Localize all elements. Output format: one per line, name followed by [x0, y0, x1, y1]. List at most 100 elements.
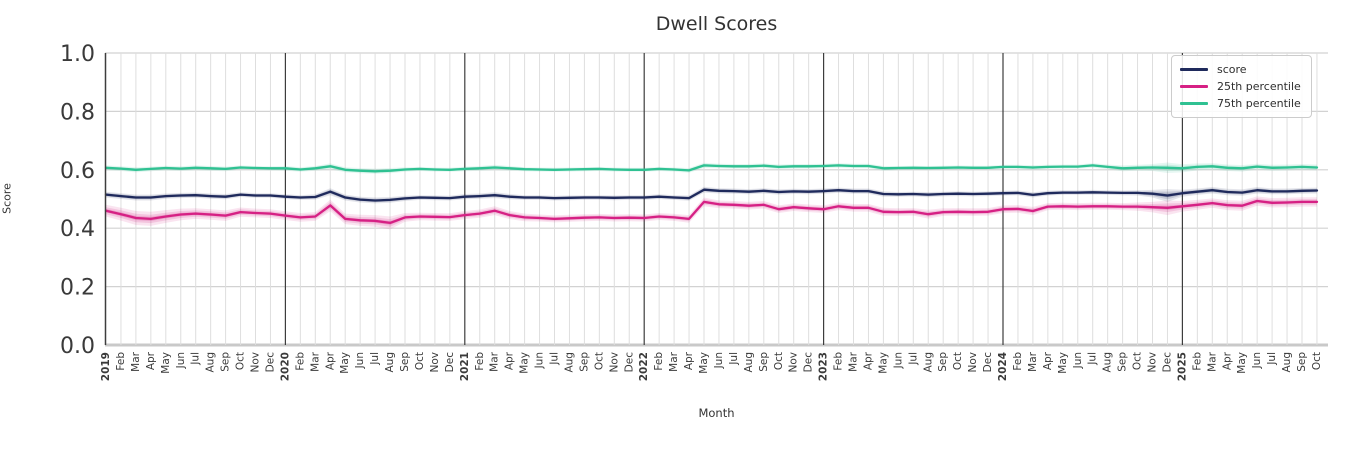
legend-item-score: score: [1180, 61, 1303, 78]
y-tick-label: 0.4: [60, 217, 95, 242]
x-tick-label: Oct: [773, 352, 785, 370]
x-tick-label: Dec: [1161, 352, 1173, 373]
x-tick-label: Nov: [1147, 352, 1159, 373]
x-tick-label: Dec: [982, 352, 994, 373]
x-tick-label: Oct: [593, 352, 605, 370]
x-tick-label: May: [877, 352, 889, 374]
series-line-score: [104, 188, 1319, 202]
x-tick-label: 2023: [818, 352, 830, 381]
legend-item-25th-percentile: 25th percentile: [1180, 78, 1303, 95]
x-tick-label: Mar: [489, 351, 501, 371]
x-tick-label: Apr: [683, 351, 695, 370]
x-tick-label: Jul: [549, 352, 561, 366]
x-tick-label: Nov: [429, 352, 441, 373]
x-tick-label: Dec: [444, 352, 456, 373]
x-tick-label: Jun: [1072, 352, 1084, 369]
x-tick-label: Sep: [578, 352, 590, 372]
x-tick-label: Mar: [668, 351, 680, 371]
x-tick-label: Oct: [414, 352, 426, 370]
x-tick-label: Oct: [1311, 352, 1323, 370]
x-axis-label: Month: [698, 406, 735, 420]
y-tick-label: 0.0: [60, 334, 95, 359]
x-tick-label: Dec: [803, 352, 815, 373]
y-tick-label: 0.2: [60, 276, 95, 301]
x-tick-label: Nov: [788, 352, 800, 373]
y-tick-label: 1.0: [60, 42, 95, 67]
x-tick-label: Apr: [862, 351, 874, 370]
x-tick-label: Apr: [145, 351, 157, 370]
confidence-band-75th-percentile: [106, 162, 1317, 174]
x-tick-label: May: [1236, 352, 1248, 374]
score-line-swatch: [1180, 68, 1208, 71]
x-tick-label: Jun: [713, 352, 725, 369]
x-tick-label: Jun: [892, 352, 904, 369]
x-tick-label: Feb: [294, 352, 306, 371]
x-tick-label: Oct: [235, 352, 247, 370]
legend-item-75th-percentile: 75th percentile: [1180, 95, 1303, 112]
p25-line-swatch: [1180, 85, 1208, 88]
legend-label: 75th percentile: [1217, 97, 1301, 110]
x-tick-label: Apr: [504, 351, 516, 370]
x-tick-label: Sep: [1117, 352, 1129, 372]
x-tick-label: Apr: [324, 351, 336, 370]
x-tick-label: Mar: [848, 351, 860, 371]
x-tick-label: Nov: [608, 352, 620, 373]
x-tick-label: Oct: [1132, 352, 1144, 370]
x-tick-label: Aug: [922, 352, 934, 373]
x-tick-label: Apr: [1221, 351, 1233, 370]
confidence-band-25th-percentile: [106, 196, 1317, 230]
x-tick-label: May: [339, 352, 351, 374]
x-tick-label: Jul: [728, 352, 740, 366]
x-tick-label: Jun: [175, 352, 187, 369]
x-tick-label: May: [1057, 352, 1069, 374]
x-tick-label: May: [160, 352, 172, 374]
x-tick-label: Jul: [1087, 352, 1099, 366]
x-tick-label: Mar: [309, 351, 321, 371]
x-tick-label: Feb: [474, 352, 486, 371]
x-tick-label: Feb: [1191, 352, 1203, 371]
x-tick-label: Nov: [967, 352, 979, 373]
x-tick-label: Jul: [190, 352, 202, 366]
x-tick-label: Dec: [623, 352, 635, 373]
x-tick-label: Feb: [115, 352, 127, 371]
x-tick-label: Aug: [563, 352, 575, 373]
x-tick-label: Feb: [1012, 352, 1024, 371]
x-tick-label: Sep: [220, 352, 232, 372]
x-tick-label: Mar: [130, 351, 142, 371]
x-tick-label: Nov: [250, 352, 262, 373]
x-tick-label: Aug: [1281, 352, 1293, 373]
x-tick-label: Jul: [1266, 352, 1278, 366]
x-tick-label: Mar: [1027, 351, 1039, 371]
x-tick-label: Jul: [369, 352, 381, 366]
x-tick-label: Mar: [1206, 351, 1218, 371]
legend-label: 25th percentile: [1217, 80, 1301, 93]
x-tick-label: Aug: [384, 352, 396, 373]
x-tick-label: Oct: [952, 352, 964, 370]
x-tick-label: Aug: [1102, 352, 1114, 373]
x-tick-label: Feb: [653, 352, 665, 371]
x-tick-label: Aug: [205, 352, 217, 373]
x-tick-label: May: [519, 352, 531, 374]
x-tick-label: Sep: [758, 352, 770, 372]
y-axis-label: Score: [0, 183, 14, 214]
x-tick-label: 2019: [100, 352, 112, 381]
x-tick-label: 2021: [459, 352, 471, 381]
series-line-75th-percentile: [104, 164, 1319, 173]
x-tick-label: Aug: [743, 352, 755, 373]
x-tick-label: Apr: [1042, 351, 1054, 370]
x-tick-label: 2022: [638, 352, 650, 381]
legend: score 25th percentile 75th percentile: [1171, 55, 1312, 118]
x-tick-label: Sep: [1296, 352, 1308, 372]
x-tick-label: Feb: [833, 352, 845, 371]
chart-title: Dwell Scores: [655, 13, 778, 35]
x-tick-label: Jun: [354, 352, 366, 369]
x-tick-label: 2024: [997, 352, 1009, 381]
y-tick-label: 0.8: [60, 100, 95, 125]
x-tick-label: Jul: [907, 352, 919, 366]
x-tick-label: May: [698, 352, 710, 374]
x-tick-label: Jun: [534, 352, 546, 369]
series-line-25th-percentile: [104, 199, 1319, 225]
x-tick-label: Sep: [937, 352, 949, 372]
y-tick-label: 0.6: [60, 159, 95, 184]
